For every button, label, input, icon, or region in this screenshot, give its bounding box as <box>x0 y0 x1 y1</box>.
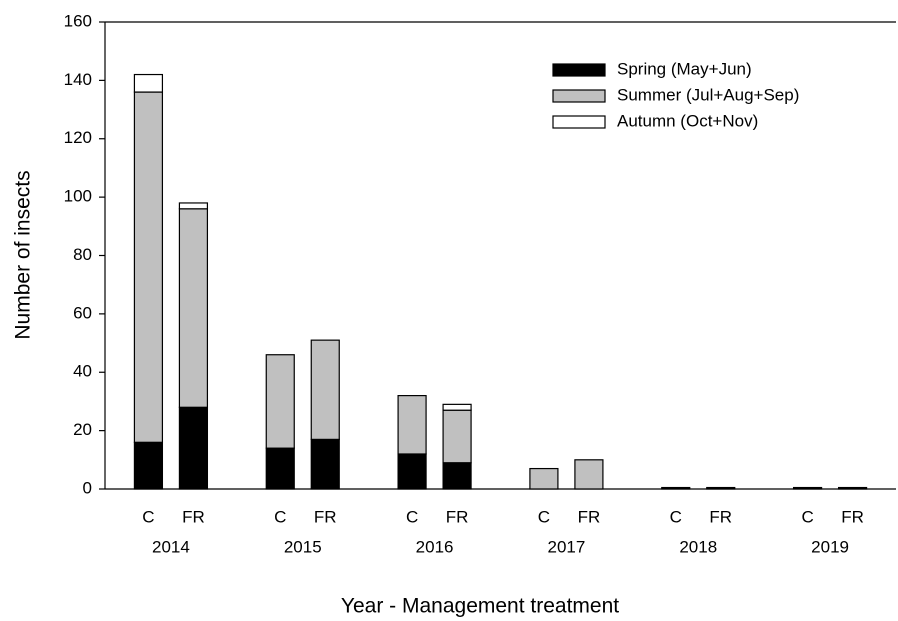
x-tick-label: FR <box>182 507 205 526</box>
bar-segment <box>133 73 164 93</box>
y-tick-label: 100 <box>64 187 92 206</box>
bar-segment <box>133 91 164 443</box>
x-tick-label: FR <box>446 507 469 526</box>
bar-segment <box>178 208 209 408</box>
x-tick-label: FR <box>841 507 864 526</box>
legend-swatch <box>552 63 606 77</box>
group-label: 2018 <box>679 537 717 556</box>
bar-segment <box>310 438 340 490</box>
y-tick-label: 0 <box>83 478 92 497</box>
bar-segment <box>442 403 472 411</box>
bar-segment <box>661 486 691 490</box>
legend-label: Summer (Jul+Aug+Sep) <box>617 85 799 104</box>
bar-segment <box>442 462 472 490</box>
x-tick-label: C <box>670 507 682 526</box>
bar-segment <box>574 459 604 490</box>
legend-swatch <box>552 89 606 103</box>
bar-segment <box>529 467 559 490</box>
x-axis-title: Year - Management treatment <box>341 595 619 618</box>
bar-segment <box>178 202 209 210</box>
y-tick-label: 120 <box>64 128 92 147</box>
y-tick-label: 20 <box>73 420 92 439</box>
x-tick-label: FR <box>314 507 337 526</box>
group-label: 2014 <box>152 537 190 556</box>
y-tick-label: 80 <box>73 245 92 264</box>
bar-segment <box>265 354 295 449</box>
bar-segment <box>442 409 472 464</box>
group-label: 2016 <box>416 537 454 556</box>
group-label: 2015 <box>284 537 322 556</box>
x-tick-label: C <box>801 507 813 526</box>
y-tick-label: 60 <box>73 303 92 322</box>
group-label: 2017 <box>548 537 586 556</box>
x-tick-label: FR <box>709 507 732 526</box>
bar-segment <box>397 453 427 490</box>
bar-segment <box>265 447 295 490</box>
y-tick-label: 140 <box>64 70 92 89</box>
y-tick-label: 160 <box>64 11 92 30</box>
x-tick-label: C <box>406 507 418 526</box>
bar-segment <box>706 486 736 490</box>
x-tick-label: C <box>538 507 550 526</box>
x-tick-label: C <box>142 507 154 526</box>
x-tick-label: FR <box>578 507 601 526</box>
bar-segment <box>310 339 340 440</box>
legend-swatch <box>552 115 606 129</box>
bar-segment <box>792 486 823 490</box>
bar-segment <box>133 441 164 490</box>
x-tick-label: C <box>274 507 286 526</box>
bar-segment <box>837 486 868 490</box>
y-axis-title: Number of insects <box>12 170 35 339</box>
y-tick-label: 40 <box>73 362 92 381</box>
group-label: 2019 <box>811 537 849 556</box>
legend-label: Spring (May+Jun) <box>617 59 752 78</box>
legend-label: Autumn (Oct+Nov) <box>617 111 758 130</box>
bar-segment <box>397 395 427 455</box>
bar-segment <box>178 406 209 490</box>
